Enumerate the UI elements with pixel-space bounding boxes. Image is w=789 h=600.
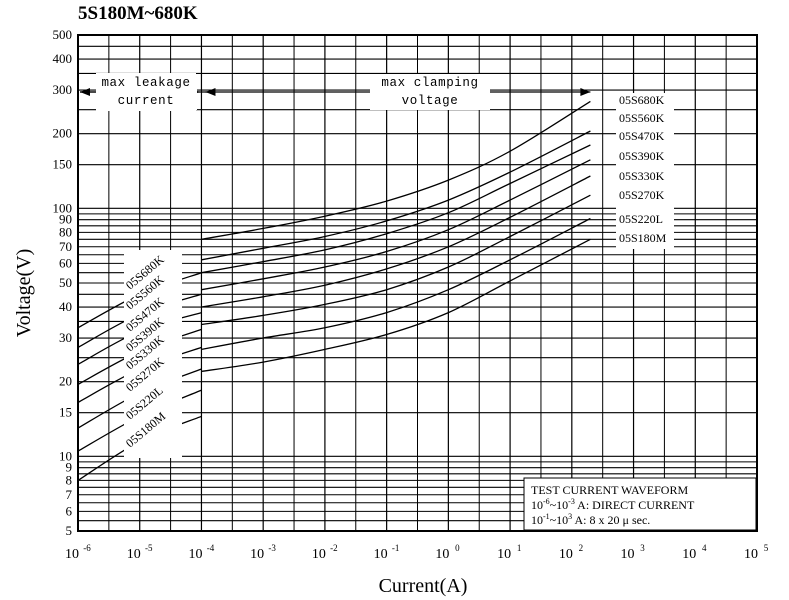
series-line-clamping-05s560k xyxy=(201,130,591,261)
y-tick-label: 30 xyxy=(59,330,72,345)
waveform-note-box xyxy=(523,477,757,531)
leakage-label-bg xyxy=(96,74,197,110)
waveform-line-dc: 10-6~10-3 A: DIRECT CURRENT xyxy=(531,497,695,512)
clamping-label-bg xyxy=(370,74,490,110)
x-axis-label: Current(A) xyxy=(379,575,468,597)
x-tick-label: 10 xyxy=(559,547,573,562)
x-tick-label: 10 xyxy=(497,547,511,562)
x-tick-label-exponent: 4 xyxy=(702,543,707,553)
left-label-bg xyxy=(124,250,182,458)
x-tick-label-exponent: -6 xyxy=(83,543,91,553)
x-tick-label: 10 xyxy=(621,547,635,562)
x-tick-label-exponent: 0 xyxy=(455,543,460,553)
series-label-right-05s180m: 05S180M xyxy=(619,231,667,245)
y-tick-label: 80 xyxy=(59,224,72,239)
x-tick-label-exponent: -5 xyxy=(145,543,153,553)
series-label-right-05s470k: 05S470K xyxy=(619,129,665,143)
x-tick-label: 10 xyxy=(374,547,388,562)
x-tick-label-exponent: -2 xyxy=(330,543,338,553)
x-tick-label-exponent: -4 xyxy=(207,543,215,553)
series-line-clamping-05s330k xyxy=(201,175,591,308)
x-tick-label: 10 xyxy=(65,547,79,562)
y-tick-label: 40 xyxy=(59,299,72,314)
series-line-clamping-05s180m xyxy=(201,238,591,373)
leakage-label-line2: current xyxy=(118,94,175,108)
x-tick-label: 10 xyxy=(435,547,449,562)
series-label-right-05s330k: 05S330K xyxy=(619,169,665,183)
waveform-line-pulse: 10-1~103 A: 8 x 20 μ sec. xyxy=(531,512,650,527)
clamping-label-line1: max clamping xyxy=(381,76,478,90)
x-tick-label-exponent: 1 xyxy=(517,543,522,553)
y-tick-label: 60 xyxy=(59,255,72,270)
series-line-clamping-05s270k xyxy=(201,194,591,326)
clamping-arrow-head-left xyxy=(205,88,216,96)
x-tick-label: 10 xyxy=(682,547,696,562)
y-tick-label: 6 xyxy=(66,503,73,518)
x-tick-label-exponent: 2 xyxy=(579,543,584,553)
chart-title: 5S180M~680K xyxy=(78,3,198,24)
clamping-arrow-head-right xyxy=(580,88,591,96)
series-line-clamping-05s390k xyxy=(201,159,591,291)
y-tick-label: 5 xyxy=(66,523,73,538)
y-tick-label: 8 xyxy=(66,472,73,487)
x-tick-label-exponent: 5 xyxy=(764,543,769,553)
series-line-clamping-05s680k xyxy=(201,100,591,240)
y-tick-label: 70 xyxy=(59,239,72,254)
waveform-heading: TEST CURRENT WAVEFORM xyxy=(531,483,688,497)
series-labels: 05S680K 05S560K 05S470K 05S390K 05S330K 05S27… xyxy=(123,93,674,458)
x-tick-label: 10 xyxy=(312,547,326,562)
y-tick-label: 7 xyxy=(66,487,73,502)
right-label-bg xyxy=(616,93,674,249)
y-tick-label: 10 xyxy=(59,448,72,463)
y-tick-label: 50 xyxy=(59,275,72,290)
leakage-arrow-head-left xyxy=(80,88,90,96)
series-line-clamping-05s470k xyxy=(201,144,591,274)
y-tick-label: 200 xyxy=(53,126,73,141)
y-axis-label: Voltage(V) xyxy=(13,249,35,338)
clamping-label-line2: voltage xyxy=(402,94,459,108)
x-tick-label-exponent: -1 xyxy=(392,543,400,553)
y-tick-label: 400 xyxy=(53,51,73,66)
y-tick-label: 500 xyxy=(53,27,73,42)
x-tick-label: 10 xyxy=(250,547,264,562)
y-tick-label: 300 xyxy=(53,82,73,97)
y-tick-label: 9 xyxy=(66,460,73,475)
plot-frame xyxy=(77,34,758,532)
x-tick-labels: 10 -6 10 -5 10 -4 10 -3 10 -2 10 -1 10 0 10 1 10 2 10 3 10 4 1… xyxy=(65,543,769,562)
y-tick-label: 150 xyxy=(53,157,73,172)
series-label-right-05s390k: 05S390K xyxy=(619,149,665,163)
series-label-right-05s270k: 05S270K xyxy=(619,188,665,202)
x-tick-label-exponent: 3 xyxy=(640,543,645,553)
y-tick-label: 20 xyxy=(59,374,72,389)
y-tick-label: 90 xyxy=(59,212,72,227)
y-tick-label: 100 xyxy=(53,200,73,215)
series-label-right-05s220l: 05S220L xyxy=(619,212,663,226)
series-label-right-05s560k: 05S560K xyxy=(619,111,665,125)
y-tick-label: 15 xyxy=(59,405,72,420)
x-tick-label-exponent: -3 xyxy=(268,543,276,553)
x-tick-label: 10 xyxy=(744,547,758,562)
leakage-label-line1: max leakage xyxy=(101,76,190,90)
series-line-clamping-05s220l xyxy=(201,217,591,351)
annotations: max leakage current max clamping voltage xyxy=(80,73,591,111)
series-label-right-05s680k: 05S680K xyxy=(619,93,665,107)
x-tick-label: 10 xyxy=(127,547,141,562)
x-tick-label: 10 xyxy=(188,547,202,562)
